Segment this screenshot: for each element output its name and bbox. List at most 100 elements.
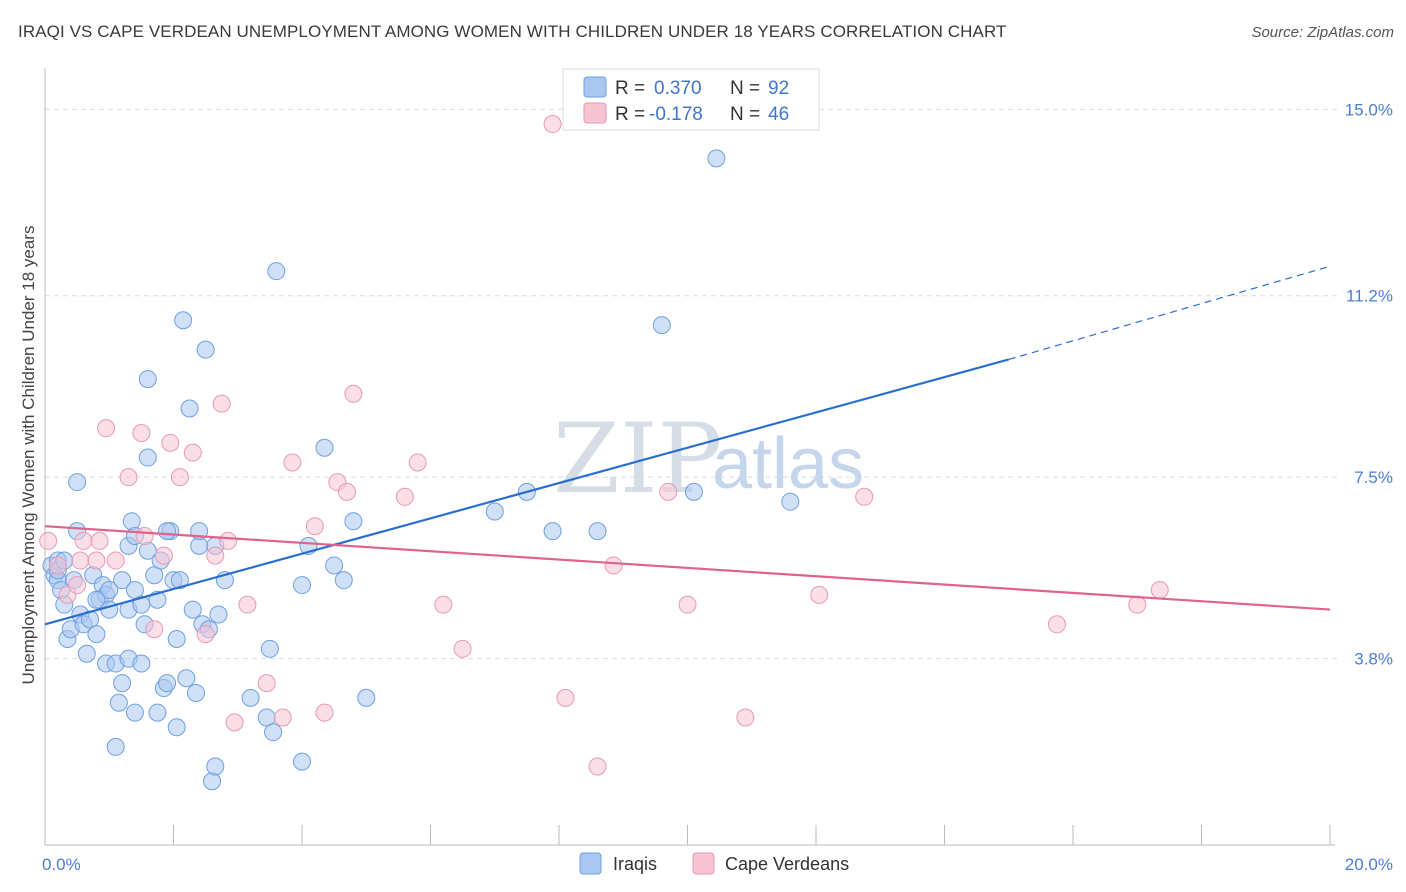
iraqis-point bbox=[357, 688, 376, 707]
iraqis-point bbox=[241, 688, 260, 707]
cape-verdeans-point bbox=[238, 595, 257, 614]
iraqis-point bbox=[122, 512, 141, 531]
iraqis-point bbox=[684, 482, 703, 501]
y-tick-label: 15.0% bbox=[1345, 100, 1393, 119]
iraqis-point bbox=[100, 580, 119, 599]
iraqis-point bbox=[174, 311, 193, 330]
cape-verdeans-point bbox=[212, 394, 231, 413]
iraqis-point bbox=[158, 522, 177, 541]
y-tick-label: 11.2% bbox=[1346, 287, 1393, 306]
cape-verdeans-point bbox=[71, 551, 90, 570]
bottom-legend-iraqis: Iraqis bbox=[613, 854, 657, 874]
iraqis-point bbox=[652, 316, 671, 335]
cape-verdeans-point bbox=[434, 595, 453, 614]
iraqis-point bbox=[177, 669, 196, 688]
legend-swatch-cape-verdeans bbox=[583, 102, 607, 124]
cape-verdeans-point bbox=[453, 639, 472, 658]
iraqis-point bbox=[138, 370, 157, 389]
legend-r-value: -0.178 bbox=[649, 104, 703, 125]
cape-verdeans-point bbox=[736, 708, 755, 727]
iraqis-point bbox=[344, 512, 363, 531]
iraqis-point bbox=[77, 644, 96, 663]
cape-verdeans-point bbox=[604, 556, 623, 575]
cape-verdeans-point bbox=[206, 546, 225, 565]
cape-verdeans-point bbox=[87, 551, 106, 570]
bottom-legend-swatch-iraqis bbox=[579, 852, 602, 875]
iraqis-point bbox=[113, 571, 132, 590]
cape-verdeans-point bbox=[1128, 595, 1147, 614]
y-tick-label: 3.8% bbox=[1354, 650, 1393, 669]
cape-verdeans-point bbox=[196, 625, 215, 644]
cape-verdeans-point bbox=[132, 424, 151, 443]
iraqis-point bbox=[781, 492, 800, 511]
cape-verdeans-point bbox=[556, 688, 575, 707]
cape-verdeans-point bbox=[170, 468, 189, 487]
iraqis-point bbox=[206, 757, 225, 776]
iraqis-point bbox=[87, 590, 106, 609]
x-tick-labels: 0.0% 20.0% bbox=[42, 855, 1393, 874]
chart-source: Source: ZipAtlas.com bbox=[1251, 24, 1394, 41]
iraqis-point bbox=[132, 654, 151, 673]
iraqis-point bbox=[186, 683, 205, 702]
iraqis-point bbox=[334, 571, 353, 590]
iraqis-point bbox=[180, 399, 199, 418]
iraqis-point bbox=[132, 595, 151, 614]
watermark: ZIP atlas bbox=[553, 403, 864, 515]
iraqis-point bbox=[293, 576, 311, 595]
iraqis-point bbox=[293, 752, 311, 771]
iraqis-point bbox=[106, 737, 125, 756]
iraqis-point bbox=[209, 605, 228, 624]
cape-verdeans-point bbox=[1047, 615, 1066, 634]
cape-verdeans-trend-line bbox=[44, 525, 1331, 611]
iraqis-point bbox=[588, 522, 607, 541]
cape-verdeans-point bbox=[119, 468, 138, 487]
legend-n-label: N = bbox=[730, 78, 760, 99]
iraqis-point bbox=[167, 630, 186, 649]
cape-verdeans-point bbox=[97, 419, 116, 438]
y-tick-labels: 3.8% 7.5% 11.2% 15.0% bbox=[1345, 100, 1393, 668]
iraqis-point bbox=[167, 718, 186, 737]
cape-verdeans-point bbox=[337, 482, 356, 501]
y-tick-label: 7.5% bbox=[1354, 468, 1393, 487]
iraqis-point bbox=[196, 340, 215, 359]
chart-title: IRAQI VS CAPE VERDEAN UNEMPLOYMENT AMONG… bbox=[18, 22, 1007, 41]
cape-verdeans-point bbox=[588, 757, 607, 776]
cape-verdeans-point bbox=[344, 384, 363, 403]
cape-verdeans-point bbox=[68, 576, 87, 595]
cape-verdeans-point bbox=[315, 703, 334, 722]
cape-verdeans-point bbox=[48, 556, 67, 575]
iraqis-point bbox=[138, 448, 157, 467]
x-tick-label: 0.0% bbox=[42, 855, 81, 874]
cape-verdeans-point bbox=[257, 674, 276, 693]
cape-verdeans-point bbox=[225, 713, 244, 732]
iraqis-point bbox=[264, 723, 283, 742]
iraqis-point bbox=[267, 262, 286, 281]
y-axis-label: Unemployment Among Women with Children U… bbox=[19, 226, 38, 685]
legend-swatch-iraqis bbox=[583, 76, 607, 98]
iraqis-point bbox=[109, 693, 128, 712]
cape-verdeans-point bbox=[74, 531, 93, 550]
cape-verdeans-point bbox=[408, 453, 427, 472]
cape-verdeans-point bbox=[161, 433, 180, 452]
cape-verdeans-point bbox=[855, 487, 874, 506]
iraqis-point bbox=[183, 600, 202, 619]
iraqis-point bbox=[325, 556, 344, 575]
cape-verdeans-point bbox=[90, 531, 109, 550]
legend-n-label: N = bbox=[730, 104, 760, 125]
cape-verdeans-point bbox=[145, 620, 164, 639]
cape-verdeans-point bbox=[106, 551, 125, 570]
iraqis-point bbox=[170, 571, 189, 590]
iraqis-point bbox=[315, 438, 334, 457]
iraqis-point bbox=[148, 703, 167, 722]
cape-verdeans-point bbox=[183, 443, 202, 462]
series-legend: Iraqis Cape Verdeans bbox=[579, 852, 849, 875]
cape-verdeans-point bbox=[543, 115, 562, 134]
legend-r-value: 0.370 bbox=[654, 78, 702, 99]
cape-verdeans-point bbox=[659, 482, 678, 501]
iraqis-point bbox=[543, 522, 562, 541]
gridlines bbox=[45, 108, 1340, 660]
cape-verdeans-point bbox=[678, 595, 697, 614]
legend-n-value: 46 bbox=[768, 104, 789, 125]
iraqis-point bbox=[203, 772, 222, 791]
stats-legend: R = 0.370 N = 92 R = -0.178 N = 46 bbox=[562, 68, 820, 131]
